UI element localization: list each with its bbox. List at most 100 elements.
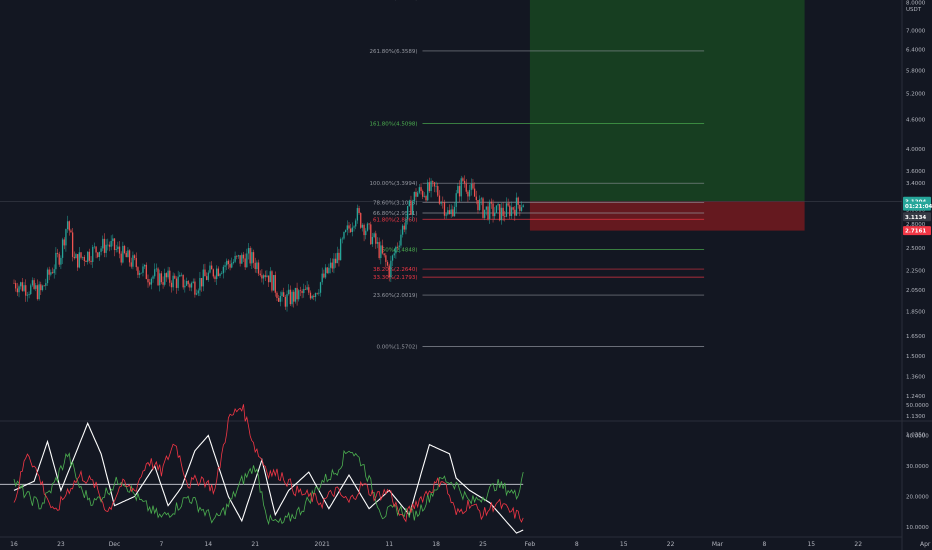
candle-body[interactable]	[103, 238, 106, 253]
candle-body[interactable]	[197, 290, 199, 294]
candle-body[interactable]	[251, 252, 253, 264]
candle-body[interactable]	[231, 263, 233, 268]
candle-body[interactable]	[328, 267, 330, 274]
candle-body[interactable]	[252, 252, 255, 263]
candle-body[interactable]	[212, 269, 214, 277]
candle-body[interactable]	[324, 267, 327, 278]
candle-body[interactable]	[289, 289, 292, 305]
candle-body[interactable]	[299, 290, 302, 291]
candle-body[interactable]	[463, 180, 466, 184]
candle-body[interactable]	[185, 280, 188, 286]
candle-body[interactable]	[403, 225, 405, 230]
candle-body[interactable]	[276, 292, 278, 299]
candle-body[interactable]	[221, 273, 223, 274]
candle-body[interactable]	[455, 193, 457, 207]
candle-body[interactable]	[118, 246, 121, 254]
candle-body[interactable]	[95, 246, 97, 253]
candle-body[interactable]	[122, 245, 124, 263]
candle-body[interactable]	[269, 271, 271, 283]
candle-body[interactable]	[452, 209, 454, 217]
candle-body[interactable]	[128, 250, 131, 263]
candle-body[interactable]	[97, 252, 99, 258]
candle-body[interactable]	[262, 275, 265, 279]
candle-body[interactable]	[465, 183, 467, 192]
candle-body[interactable]	[462, 178, 464, 181]
candle-body[interactable]	[75, 254, 77, 259]
candle-body[interactable]	[468, 189, 471, 197]
candle-body[interactable]	[433, 182, 436, 187]
candle-body[interactable]	[207, 272, 209, 280]
candle-body[interactable]	[21, 282, 24, 291]
candle-body[interactable]	[345, 230, 347, 233]
candle-body[interactable]	[150, 278, 152, 285]
candle-body[interactable]	[187, 280, 189, 285]
candle-body[interactable]	[422, 191, 424, 197]
candle-body[interactable]	[334, 258, 337, 264]
candle-body[interactable]	[217, 268, 219, 276]
candle-body[interactable]	[479, 199, 481, 211]
candle-body[interactable]	[140, 272, 142, 274]
candle-body[interactable]	[338, 252, 340, 261]
candle-body[interactable]	[154, 269, 156, 277]
candle-body[interactable]	[316, 293, 318, 294]
candle-body[interactable]	[123, 245, 126, 254]
candle-body[interactable]	[430, 181, 432, 192]
candle-body[interactable]	[169, 270, 171, 283]
candle-body[interactable]	[234, 255, 236, 262]
candle-body[interactable]	[443, 202, 446, 216]
candle-body[interactable]	[127, 250, 129, 258]
candle-body[interactable]	[80, 252, 82, 258]
candle-body[interactable]	[55, 252, 57, 270]
candle-body[interactable]	[162, 282, 164, 285]
candle-body[interactable]	[164, 273, 166, 285]
candle-body[interactable]	[35, 285, 37, 289]
candle-body[interactable]	[484, 209, 486, 218]
candle-body[interactable]	[71, 232, 74, 257]
candle-body[interactable]	[458, 186, 461, 197]
candle-body[interactable]	[211, 265, 213, 270]
candle-body[interactable]	[281, 292, 283, 297]
candle-body[interactable]	[341, 238, 343, 240]
candle-body[interactable]	[500, 207, 503, 221]
candle-body[interactable]	[505, 203, 508, 217]
candle-body[interactable]	[415, 191, 417, 197]
candle-body[interactable]	[107, 244, 109, 246]
candle-body[interactable]	[83, 256, 85, 262]
candle-body[interactable]	[229, 264, 231, 268]
candle-body[interactable]	[401, 225, 404, 235]
candle-body[interactable]	[254, 262, 256, 270]
candle-body[interactable]	[502, 207, 504, 217]
candle-body[interactable]	[291, 291, 293, 305]
position-stop-zone[interactable]	[529, 201, 805, 231]
candle-body[interactable]	[514, 209, 516, 216]
candle-body[interactable]	[167, 270, 169, 278]
candle-body[interactable]	[144, 264, 146, 267]
candle-body[interactable]	[490, 201, 493, 204]
candle-body[interactable]	[410, 200, 412, 215]
candle-body[interactable]	[271, 271, 273, 291]
candle-body[interactable]	[418, 187, 420, 193]
candle-body[interactable]	[396, 246, 399, 248]
candle-body[interactable]	[61, 239, 64, 258]
candle-body[interactable]	[82, 256, 84, 258]
candle-body[interactable]	[278, 298, 280, 302]
candle-body[interactable]	[390, 260, 392, 278]
candle-body[interactable]	[257, 262, 260, 274]
candle-body[interactable]	[343, 232, 345, 239]
candle-body[interactable]	[467, 191, 469, 197]
candle-body[interactable]	[204, 269, 206, 277]
candle-body[interactable]	[108, 244, 111, 247]
candle-body[interactable]	[412, 201, 414, 215]
candle-body[interactable]	[50, 272, 52, 275]
candle-body[interactable]	[200, 277, 203, 287]
candle-body[interactable]	[145, 264, 147, 280]
candle-body[interactable]	[494, 213, 496, 217]
candle-body[interactable]	[13, 282, 15, 284]
candle-body[interactable]	[435, 186, 437, 187]
candle-body[interactable]	[440, 202, 442, 204]
candle-body[interactable]	[130, 262, 132, 267]
candle-body[interactable]	[66, 221, 69, 230]
candle-body[interactable]	[20, 282, 22, 287]
candle-body[interactable]	[331, 262, 333, 269]
